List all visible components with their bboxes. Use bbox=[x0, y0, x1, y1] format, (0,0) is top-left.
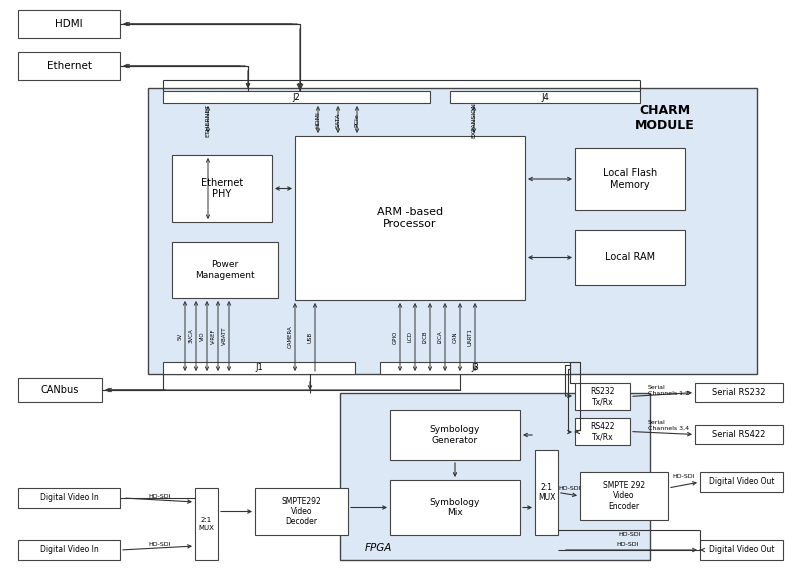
Bar bbox=[575, 230, 685, 285]
Text: ARM -based
Processor: ARM -based Processor bbox=[377, 207, 443, 229]
Text: FPGA: FPGA bbox=[364, 543, 391, 553]
Text: Symbology
Generator: Symbology Generator bbox=[430, 425, 480, 444]
Text: Serial RS422: Serial RS422 bbox=[712, 430, 765, 439]
Text: I2CA: I2CA bbox=[437, 331, 442, 343]
Text: HDMI: HDMI bbox=[315, 112, 321, 128]
Bar bbox=[390, 480, 520, 535]
Bar bbox=[172, 242, 278, 298]
Bar bbox=[695, 383, 783, 402]
Text: USB: USB bbox=[307, 331, 313, 343]
Text: LCD: LCD bbox=[407, 332, 413, 343]
Text: CANbus: CANbus bbox=[40, 385, 79, 395]
Bar bbox=[295, 136, 525, 300]
Text: HD-SDI: HD-SDI bbox=[619, 532, 642, 537]
Bar bbox=[580, 472, 668, 520]
Text: HD-SDI: HD-SDI bbox=[148, 541, 172, 547]
Bar bbox=[255, 488, 348, 535]
Text: I2CB: I2CB bbox=[422, 331, 427, 343]
Bar bbox=[575, 383, 630, 410]
Text: Digital Video In: Digital Video In bbox=[40, 546, 98, 554]
Text: SMPTE 292
Video
Encoder: SMPTE 292 Video Encoder bbox=[603, 481, 645, 511]
Text: SATA: SATA bbox=[336, 112, 341, 128]
Bar bbox=[575, 148, 685, 210]
Text: SMPTE292
Video
Decoder: SMPTE292 Video Decoder bbox=[282, 497, 322, 526]
Text: ETHERNET: ETHERNET bbox=[206, 103, 210, 137]
Text: V-REF: V-REF bbox=[210, 328, 215, 344]
Text: HD-SDI: HD-SDI bbox=[148, 494, 172, 500]
Text: Local RAM: Local RAM bbox=[605, 253, 655, 263]
Text: J3: J3 bbox=[471, 364, 479, 372]
Text: GPIO: GPIO bbox=[392, 331, 398, 344]
Bar bbox=[695, 425, 783, 444]
Bar bbox=[700, 472, 783, 492]
Text: HD-SDI: HD-SDI bbox=[617, 542, 639, 547]
Bar bbox=[575, 418, 630, 445]
Text: CAN: CAN bbox=[453, 331, 457, 343]
Text: VIO: VIO bbox=[199, 331, 205, 341]
Text: RS422
Tx/Rx: RS422 Tx/Rx bbox=[590, 422, 615, 441]
Text: Local Flash
Memory: Local Flash Memory bbox=[603, 168, 657, 190]
Bar bbox=[380, 362, 570, 374]
Text: HDMI: HDMI bbox=[56, 19, 83, 29]
Text: Power
Management: Power Management bbox=[195, 260, 255, 279]
Text: CAMERA: CAMERA bbox=[287, 325, 292, 349]
Text: 3VCA: 3VCA bbox=[188, 329, 194, 343]
Bar bbox=[535, 450, 558, 535]
Text: Serial RS232: Serial RS232 bbox=[712, 388, 765, 397]
Text: Serial
Channels 3,4: Serial Channels 3,4 bbox=[648, 420, 689, 431]
Bar bbox=[163, 362, 355, 374]
Text: J1: J1 bbox=[255, 364, 263, 372]
Bar bbox=[700, 540, 783, 560]
Bar bbox=[18, 378, 102, 402]
Bar bbox=[450, 91, 640, 103]
Text: RS232
Tx/Rx: RS232 Tx/Rx bbox=[590, 387, 615, 406]
Bar bbox=[390, 410, 520, 460]
Text: 2:1
MUX: 2:1 MUX bbox=[198, 518, 214, 530]
Text: CHARM
MODULE: CHARM MODULE bbox=[635, 104, 695, 132]
Text: Digital Video Out: Digital Video Out bbox=[709, 546, 774, 554]
Bar bbox=[163, 91, 430, 103]
Text: Ethernet: Ethernet bbox=[47, 61, 91, 71]
Bar bbox=[195, 488, 218, 560]
Text: J4: J4 bbox=[542, 92, 549, 102]
Bar bbox=[18, 10, 120, 38]
Text: UART1: UART1 bbox=[468, 328, 472, 346]
Text: J2: J2 bbox=[293, 92, 300, 102]
Bar bbox=[172, 155, 272, 222]
Bar bbox=[18, 52, 120, 80]
Text: Ethernet
PHY: Ethernet PHY bbox=[201, 178, 243, 199]
Text: 2:1
MUX: 2:1 MUX bbox=[538, 483, 555, 502]
Bar bbox=[148, 88, 757, 374]
Bar bbox=[18, 488, 120, 508]
Text: Digital Video Out: Digital Video Out bbox=[709, 478, 774, 486]
Text: V-BATT: V-BATT bbox=[222, 327, 226, 345]
Text: HD-SDI: HD-SDI bbox=[673, 474, 696, 479]
Text: Symbology
Mix: Symbology Mix bbox=[430, 498, 480, 517]
Bar bbox=[18, 540, 120, 560]
Text: Serial
Channels 1,2: Serial Channels 1,2 bbox=[648, 385, 689, 396]
Text: HD-SDI: HD-SDI bbox=[559, 486, 581, 491]
Text: 5V: 5V bbox=[178, 332, 183, 340]
Text: EXPANSION: EXPANSION bbox=[472, 102, 476, 138]
Bar bbox=[340, 393, 650, 560]
Text: Digital Video In: Digital Video In bbox=[40, 493, 98, 503]
Text: PCIe: PCIe bbox=[354, 113, 360, 127]
